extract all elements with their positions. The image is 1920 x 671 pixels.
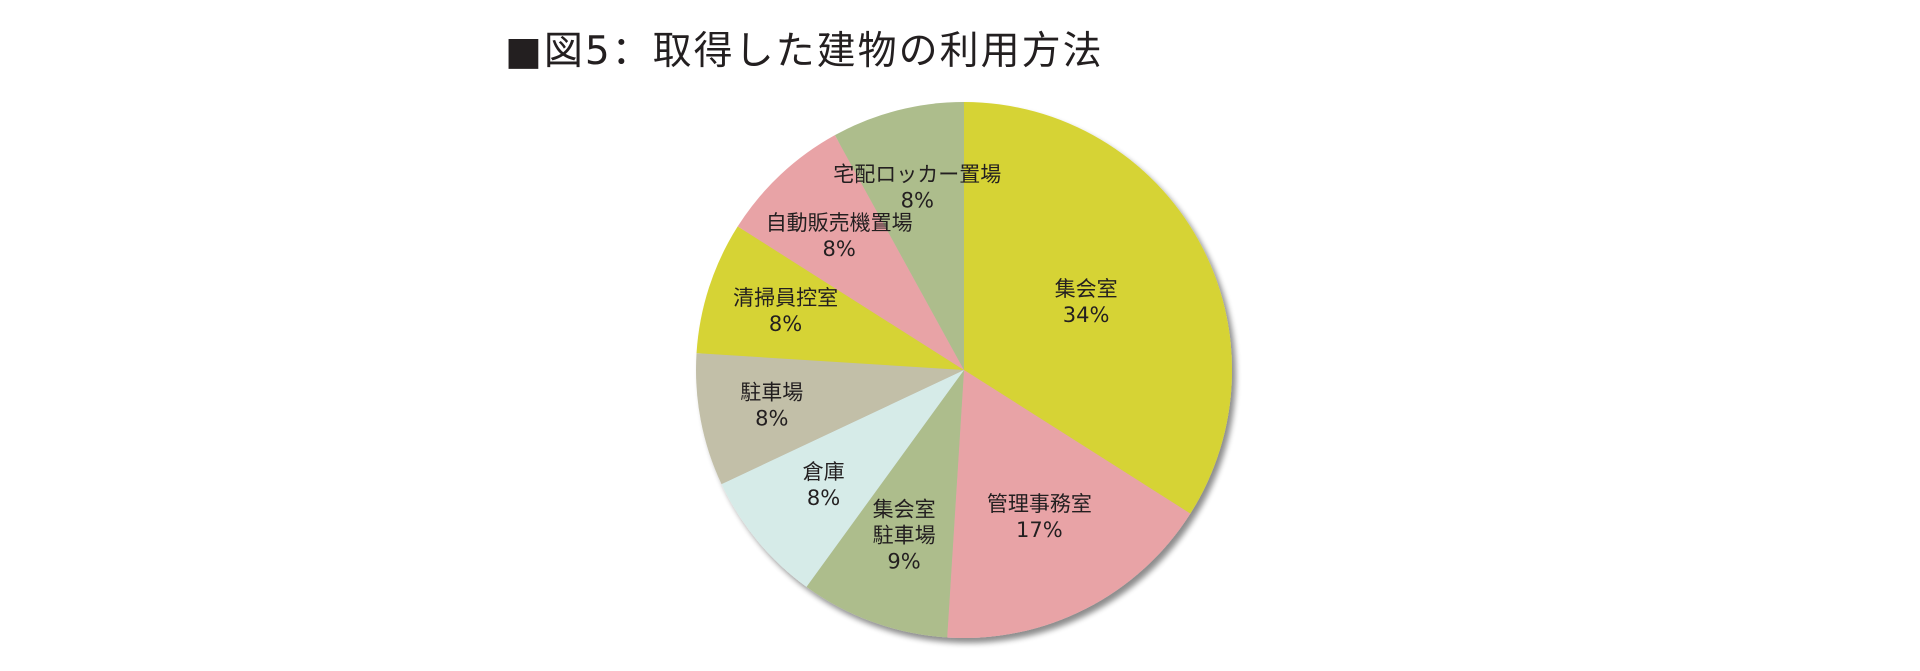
- slice-value-label: 8%: [755, 407, 788, 431]
- slice-value-label: 34%: [1063, 303, 1110, 327]
- slice-value-label: 8%: [901, 188, 934, 212]
- pie-labels: 集会室 34%管理事務室 17%集会室駐車場 9%倉庫 8%駐車場 8%清掃員控室 8%自動…: [733, 162, 1118, 573]
- slice-category-label: 清掃員控室: [733, 286, 838, 310]
- slice-category-label: 集会室: [1055, 277, 1118, 301]
- slice-category-label: 集会室: [873, 497, 936, 521]
- pie-slice-8: [834, 102, 964, 370]
- slice-category-label: 駐車場: [873, 523, 936, 547]
- slice-value-label: 9%: [887, 549, 920, 573]
- slice-label-6: 清掃員控室 8%: [733, 286, 838, 336]
- slice-value-label: 8%: [807, 486, 840, 510]
- pie-slice-5: [696, 353, 964, 485]
- pie-slice-7: [737, 135, 964, 370]
- slice-category-label: 管理事務室: [987, 492, 1092, 516]
- slice-category-label: 宅配ロッカー置場: [833, 162, 1001, 186]
- slice-label-4: 倉庫 8%: [803, 460, 845, 510]
- chart-title: ■図5：取得した建物の利用方法: [505, 29, 1104, 74]
- pie-slice-2: [947, 370, 1191, 638]
- slice-value-label: 8%: [769, 312, 802, 336]
- slice-category-label: 自動販売機置場: [766, 211, 913, 235]
- pie-slices: [696, 102, 1232, 638]
- slice-label-8: 宅配ロッカー置場 8%: [833, 162, 1001, 212]
- slice-label-3: 集会室駐車場 9%: [873, 497, 936, 573]
- slice-category-label: 倉庫: [803, 460, 845, 484]
- slice-label-5: 駐車場 8%: [740, 381, 803, 431]
- slice-value-label: 17%: [1016, 518, 1063, 542]
- slice-value-label: 8%: [823, 237, 856, 261]
- slice-category-label: 駐車場: [740, 381, 803, 405]
- slice-label-1: 集会室 34%: [1055, 277, 1118, 327]
- slice-label-7: 自動販売機置場 8%: [766, 211, 913, 261]
- pie-slice-3: [806, 370, 964, 638]
- pie-slice-4: [721, 370, 964, 587]
- slice-label-2: 管理事務室 17%: [987, 492, 1092, 542]
- pie-slice-6: [696, 226, 964, 370]
- pie-slice-1: [964, 102, 1232, 514]
